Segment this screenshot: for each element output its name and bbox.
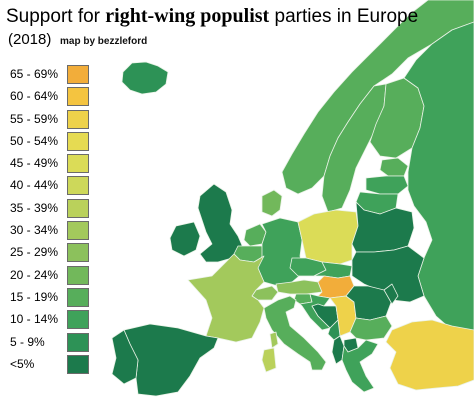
country-iceland [121, 61, 169, 95]
country-greece [341, 339, 379, 393]
legend-label: 15 - 19% [10, 289, 59, 304]
country-corsica [269, 331, 279, 349]
legend-swatch [67, 243, 89, 263]
legend-swatch [67, 65, 89, 84]
legend-label: 40 - 44% [10, 178, 59, 193]
country-denmark [261, 189, 283, 217]
legend-item: 20 - 24% [6, 265, 96, 287]
country-sardinia [261, 347, 277, 373]
legend-swatch [67, 221, 89, 241]
country-latvia [365, 175, 409, 195]
legend-label: 55 - 59% [10, 111, 59, 126]
legend-swatch [67, 109, 89, 129]
legend-label: 25 - 29% [10, 245, 59, 260]
legend-item: 55 - 59% [6, 109, 96, 131]
legend: 65 - 69% 60 - 64% 55 - 59% 50 - 54% 45 - 49%… [6, 64, 96, 376]
legend-label: 45 - 49% [10, 156, 59, 171]
legend-label: 60 - 64% [10, 89, 59, 104]
legend-item: 50 - 54% [6, 131, 96, 153]
country-norway [281, 0, 474, 195]
legend-item: 30 - 34% [6, 220, 96, 242]
legend-label: 35 - 39% [10, 200, 59, 215]
legend-label: 30 - 34% [10, 223, 59, 238]
legend-label: 65 - 69% [10, 67, 59, 81]
legend-item: 5 - 9% [6, 332, 96, 354]
country-united-kingdom [197, 183, 245, 263]
country-ireland [169, 221, 201, 257]
country-romania [345, 285, 393, 321]
map-credit: map by bezzleford [60, 36, 148, 47]
country-moldova [383, 283, 399, 305]
legend-item: 10 - 14% [6, 309, 96, 331]
legend-label: 5 - 9% [10, 334, 45, 349]
country-germany [257, 217, 305, 287]
country-italy [263, 295, 327, 371]
legend-swatch [67, 287, 89, 307]
map-title: Support for right-wing populist parties … [6, 4, 418, 29]
legend-item: 60 - 64% [6, 86, 96, 108]
legend-swatch [67, 131, 89, 151]
legend-swatch [67, 154, 89, 174]
legend-label: 10 - 14% [10, 312, 59, 327]
legend-label: 20 - 24% [10, 267, 59, 282]
legend-swatch [67, 265, 89, 285]
legend-item: 15 - 19% [6, 287, 96, 309]
country-ukraine [351, 245, 425, 303]
countries-layer [111, 0, 474, 397]
legend-swatch [67, 354, 89, 374]
legend-swatch [67, 176, 89, 196]
country-bulgaria [349, 315, 393, 341]
map-year: (2018) [8, 31, 52, 48]
country-portugal [111, 329, 139, 385]
legend-swatch [67, 310, 89, 330]
country-poland [297, 209, 359, 265]
title-suffix: parties in Europe [269, 6, 419, 27]
legend-item: 35 - 39% [6, 198, 96, 220]
legend-swatch [67, 198, 89, 218]
country-estonia [379, 157, 409, 177]
legend-item: 25 - 29% [6, 242, 96, 264]
country-turkey [385, 319, 474, 391]
legend-item: 65 - 69% [6, 64, 96, 86]
title-prefix: Support for [6, 6, 106, 27]
legend-swatch [67, 87, 89, 107]
legend-swatch [67, 332, 89, 352]
legend-item: 40 - 44% [6, 175, 96, 197]
legend-item: 45 - 49% [6, 153, 96, 175]
legend-label: 50 - 54% [10, 133, 59, 148]
country-france [187, 253, 265, 343]
title-emphasis: right-wing populist [105, 5, 270, 27]
legend-label: <5% [10, 356, 35, 371]
legend-item: <5% [6, 354, 96, 376]
